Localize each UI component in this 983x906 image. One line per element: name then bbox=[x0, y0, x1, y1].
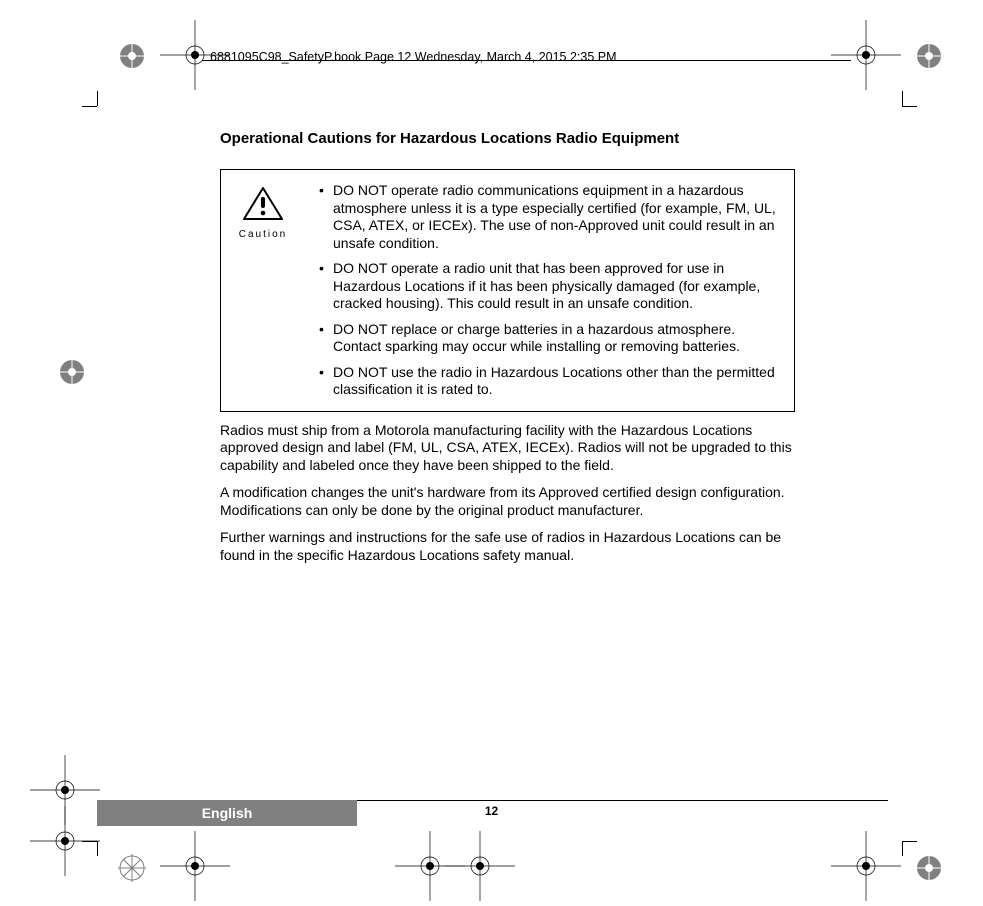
page-content: Operational Cautions for Hazardous Locat… bbox=[220, 130, 795, 564]
page-number: 12 bbox=[0, 804, 983, 818]
caution-item: DO NOT operate radio communications equi… bbox=[319, 182, 780, 252]
regmark-bottom-right bbox=[915, 854, 943, 882]
regmark-bottom-left bbox=[118, 854, 146, 882]
caution-item: DO NOT use the radio in Hazardous Locati… bbox=[319, 364, 780, 399]
body-paragraph: Radios must ship from a Motorola manufac… bbox=[220, 422, 795, 475]
caution-item: DO NOT operate a radio unit that has bee… bbox=[319, 260, 780, 313]
caution-icon-column: Caution bbox=[235, 182, 291, 399]
body-paragraph: A modification changes the unit's hardwa… bbox=[220, 484, 795, 519]
footer-rule bbox=[357, 800, 888, 801]
crosshair-footer-center2 bbox=[445, 831, 515, 906]
body-paragraph: Further warnings and instructions for th… bbox=[220, 529, 795, 564]
running-head: 6881095C98_SafetyP.book Page 12 Wednesda… bbox=[210, 50, 617, 64]
caution-icon bbox=[242, 186, 284, 227]
caution-list: DO NOT operate radio communications equi… bbox=[305, 182, 780, 399]
crosshair-footer-left bbox=[160, 831, 230, 906]
caution-box: Caution DO NOT operate radio communicati… bbox=[220, 169, 795, 412]
section-heading: Operational Cautions for Hazardous Locat… bbox=[220, 130, 795, 147]
crosshair-footer-right bbox=[831, 831, 901, 906]
regmark-top-right bbox=[915, 42, 943, 70]
caution-label: Caution bbox=[239, 229, 287, 240]
crosshair-header-right bbox=[831, 20, 901, 95]
caution-item: DO NOT replace or charge batteries in a … bbox=[319, 321, 780, 356]
regmark-top-left bbox=[118, 42, 146, 70]
regmark-left-upper bbox=[58, 358, 86, 386]
